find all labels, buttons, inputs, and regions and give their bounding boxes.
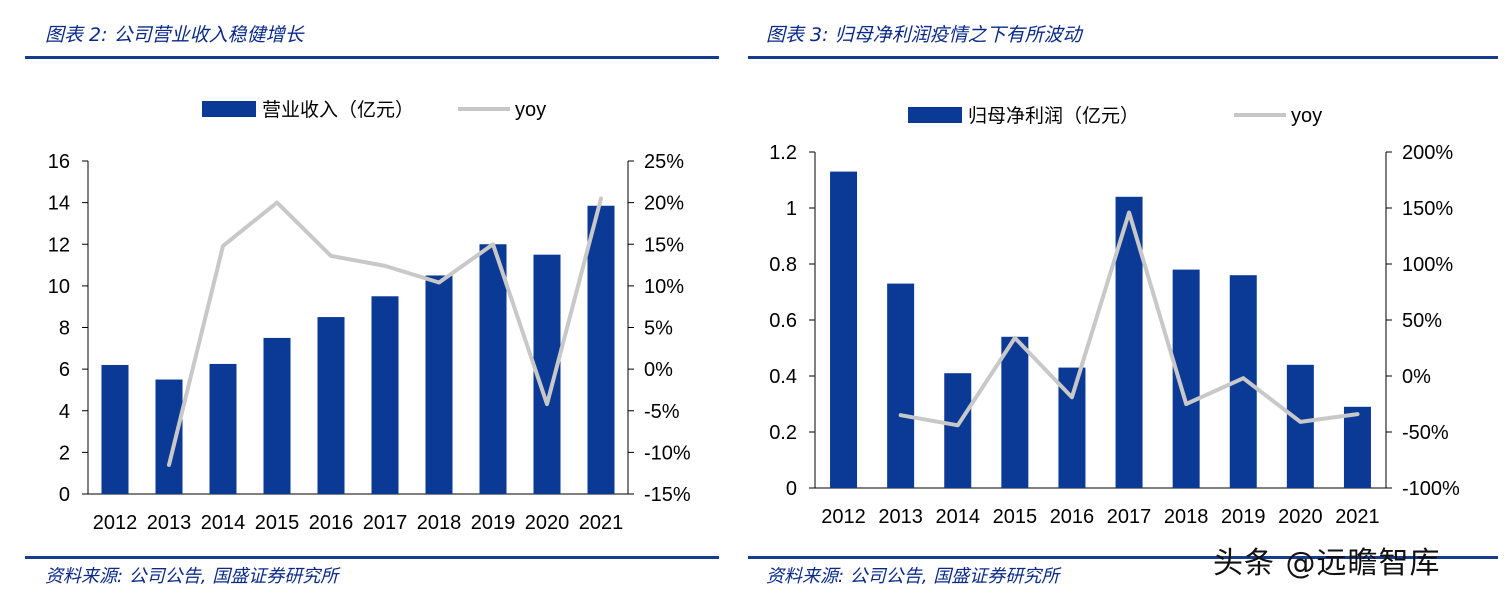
source-note: 资料来源: 公司公告, 国盛证券研究所 — [766, 566, 1060, 587]
category-label: 2012 — [821, 506, 866, 528]
left-tick-label: 8 — [59, 318, 70, 340]
legend-bar-label: 营业收入（亿元） — [262, 99, 414, 121]
category-label: 2018 — [1164, 506, 1209, 528]
right-tick-label: 0% — [1402, 366, 1431, 388]
left-tick-label: 6 — [59, 359, 70, 381]
category-label: 2012 — [93, 512, 138, 534]
category-label: 2020 — [1278, 506, 1323, 528]
chart-title: 图表 2: 公司营业收入稳健增长 — [45, 24, 304, 46]
left-tick-label: 0.6 — [769, 310, 797, 332]
left-tick-label: 2 — [59, 442, 70, 464]
bar — [479, 244, 507, 494]
category-label: 2020 — [525, 512, 570, 534]
category-label: 2013 — [147, 512, 192, 534]
legend-bar-swatch — [908, 107, 962, 123]
category-label: 2016 — [1050, 506, 1095, 528]
revenue-chart: 0 2 4 6 8 10 12 14 16 -15% -10% -5% 0% 5% 10% 15% 20% 25%… — [48, 99, 691, 534]
bar — [887, 283, 915, 488]
bar — [587, 205, 615, 494]
category-label: 2015 — [255, 512, 300, 534]
category-label: 2015 — [993, 506, 1038, 528]
bar — [944, 373, 972, 488]
left-tick-label: 1 — [786, 198, 797, 220]
right-tick-label: 5% — [644, 318, 673, 340]
bar — [155, 379, 183, 494]
right-tick-label: -15% — [644, 484, 691, 506]
category-label: 2018 — [417, 512, 462, 534]
legend-line-label: yoy — [1291, 105, 1322, 127]
title-divider — [25, 56, 719, 59]
bar — [1286, 364, 1314, 488]
right-tick-label: 15% — [644, 234, 684, 256]
chart-title: 图表 3: 归母净利润疫情之下有所波动 — [766, 24, 1082, 46]
bar — [425, 275, 453, 494]
right-tick-label: 25% — [644, 151, 684, 173]
left-tick-label: 0.4 — [769, 366, 797, 388]
right-tick-label: 50% — [1402, 310, 1442, 332]
left-tick-label: 4 — [59, 401, 70, 423]
bar — [1001, 336, 1029, 488]
bar — [317, 317, 345, 494]
right-tick-label: -100% — [1402, 478, 1460, 500]
category-label: 2017 — [363, 512, 408, 534]
category-label: 2019 — [1221, 506, 1266, 528]
net-profit-chart-panel: 图表 3: 归母净利润疫情之下有所波动 0 0.2 0.4 0.6 0.8 1 1.2 -10… — [748, 0, 1511, 596]
left-tick-label: 10 — [48, 276, 70, 298]
right-tick-label: 10% — [644, 276, 684, 298]
legend-line-label: yoy — [515, 99, 546, 121]
left-tick-label: 1.2 — [769, 142, 797, 164]
watermark: 头条 @远瞻智库 — [1213, 546, 1441, 581]
category-label: 2013 — [878, 506, 923, 528]
source-divider — [25, 556, 719, 559]
yoy-line — [167, 196, 603, 467]
right-tick-label: -50% — [1402, 422, 1449, 444]
left-tick-label: 0.8 — [769, 254, 797, 276]
left-tick-label: 16 — [48, 151, 70, 173]
left-tick-label: 0 — [786, 478, 797, 500]
right-tick-label: 200% — [1402, 142, 1453, 164]
category-label: 2021 — [1335, 506, 1380, 528]
right-tick-label: -10% — [644, 442, 691, 464]
left-tick-label: 0 — [59, 484, 70, 506]
category-label: 2021 — [579, 512, 624, 534]
category-label: 2014 — [936, 506, 981, 528]
net-profit-chart: 0 0.2 0.4 0.6 0.8 1 1.2 -100% -50% 0% 50% 100% 150% 2… — [769, 105, 1460, 528]
legend-bar-label: 归母净利润（亿元） — [968, 105, 1139, 127]
legend-bar-swatch — [202, 101, 256, 117]
bar — [263, 337, 291, 494]
bar — [371, 296, 399, 494]
right-tick-label: -5% — [644, 401, 680, 423]
bar — [830, 171, 858, 488]
right-tick-label: 20% — [644, 193, 684, 215]
category-label: 2014 — [201, 512, 246, 534]
bar — [209, 363, 237, 494]
bar — [101, 364, 129, 494]
source-note: 资料来源: 公司公告, 国盛证券研究所 — [45, 566, 339, 587]
right-tick-label: 150% — [1402, 198, 1453, 220]
right-tick-label: 100% — [1402, 254, 1453, 276]
yoy-line — [898, 210, 1360, 428]
revenue-chart-panel: 图表 2: 公司营业收入稳健增长 0 2 4 6 8 10 12 14 16 -15% -10% -5… — [0, 0, 740, 596]
category-label: 2017 — [1107, 506, 1152, 528]
source-divider — [748, 556, 1498, 559]
category-label: 2019 — [471, 512, 516, 534]
bar — [1343, 406, 1371, 488]
left-tick-label: 14 — [48, 193, 70, 215]
title-divider — [748, 56, 1498, 59]
left-tick-label: 0.2 — [769, 422, 797, 444]
left-tick-label: 12 — [48, 234, 70, 256]
category-label: 2016 — [309, 512, 354, 534]
right-tick-label: 0% — [644, 359, 673, 381]
